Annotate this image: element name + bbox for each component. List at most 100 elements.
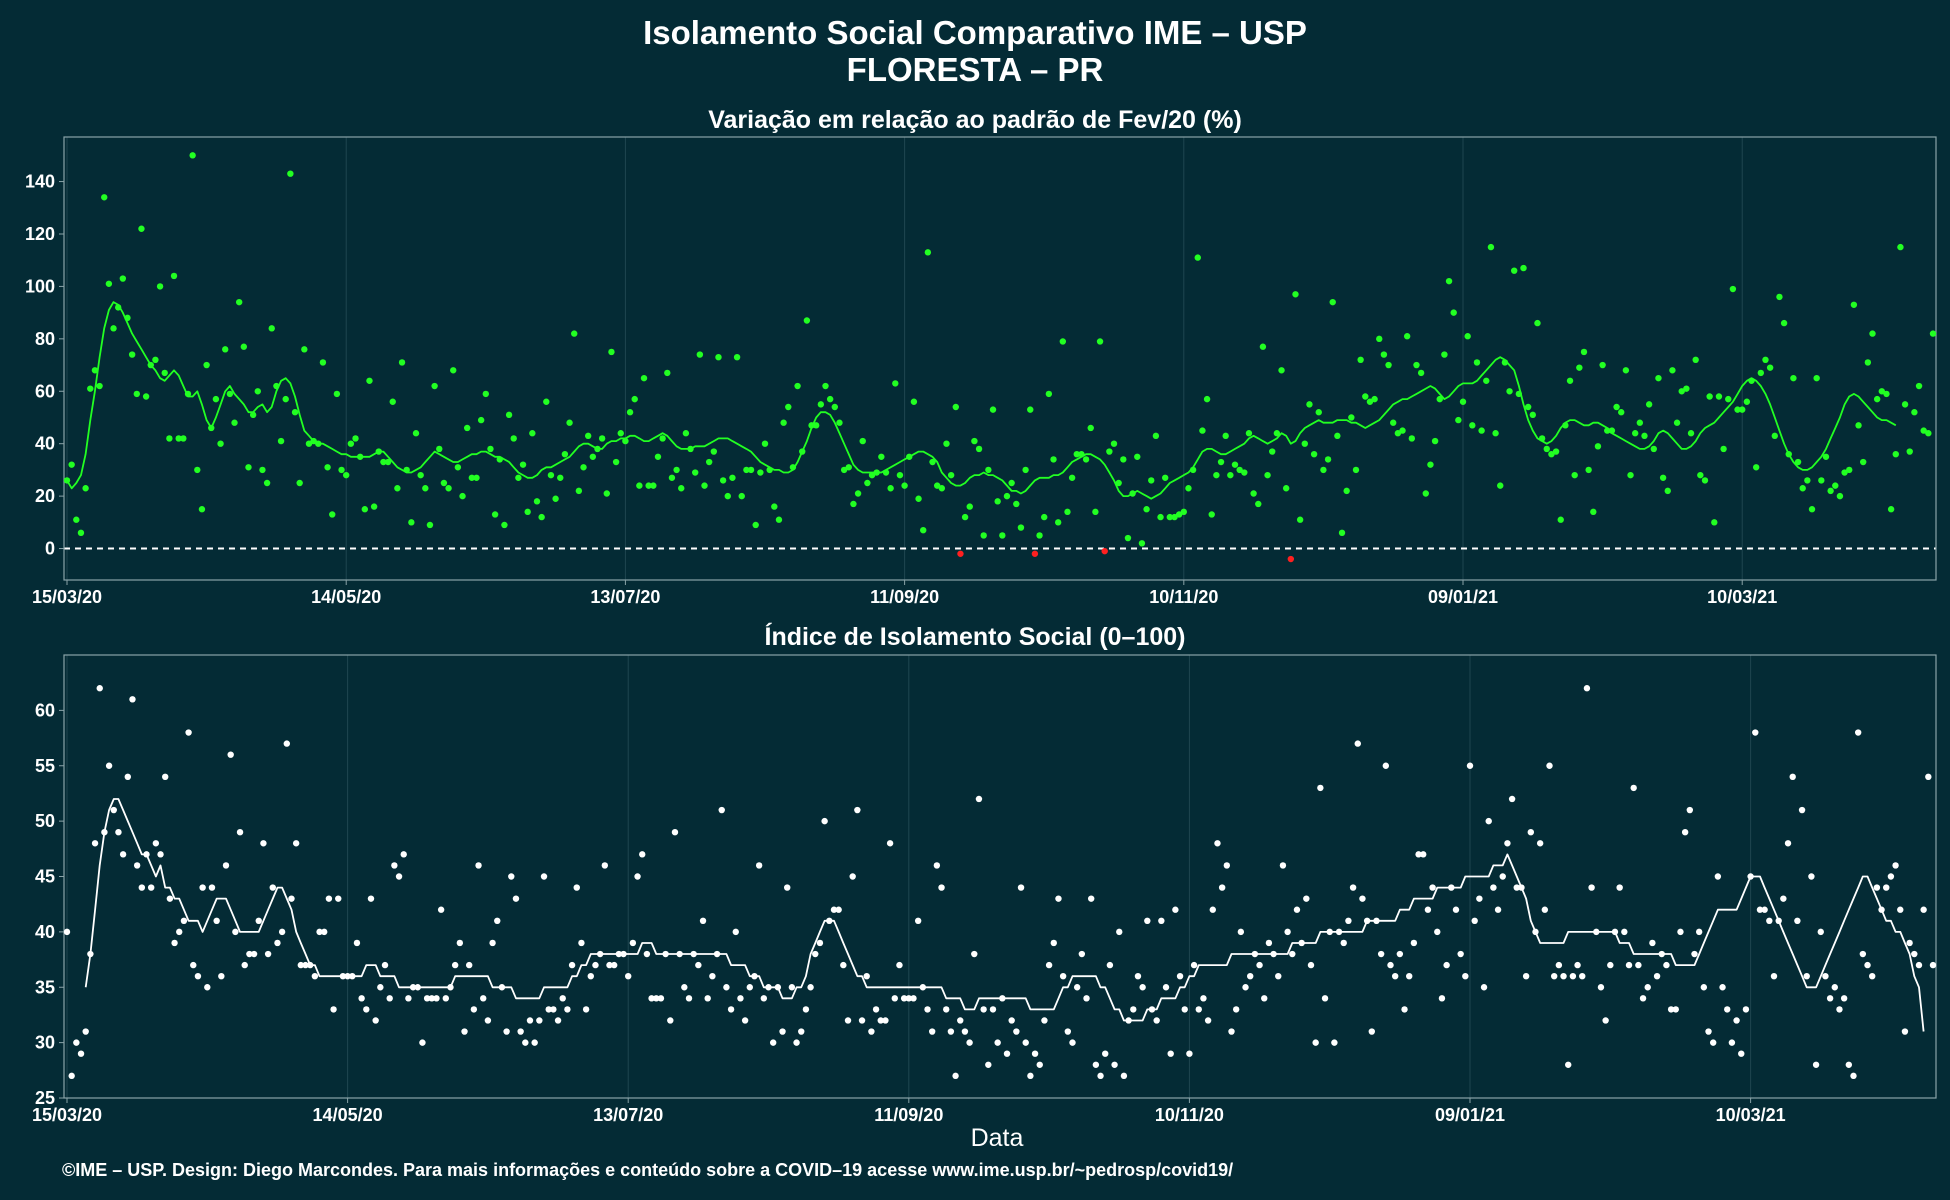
data-point bbox=[391, 862, 398, 869]
data-point bbox=[915, 495, 922, 502]
data-point bbox=[719, 477, 727, 484]
data-point bbox=[110, 325, 117, 332]
data-point bbox=[1116, 928, 1123, 936]
data-point bbox=[1208, 511, 1215, 518]
data-point bbox=[961, 513, 969, 521]
data-point bbox=[571, 330, 578, 337]
data-point bbox=[831, 403, 839, 411]
data-point bbox=[718, 806, 725, 814]
data-point bbox=[166, 435, 173, 442]
data-point bbox=[1762, 356, 1769, 364]
data-point bbox=[417, 471, 424, 479]
data-point bbox=[1478, 427, 1485, 434]
data-point bbox=[985, 466, 992, 474]
data-point bbox=[664, 369, 671, 377]
data-point bbox=[459, 492, 466, 500]
data-point bbox=[352, 435, 359, 442]
data-point bbox=[696, 351, 704, 358]
data-point bbox=[180, 435, 187, 442]
data-point bbox=[1041, 513, 1048, 521]
data-point bbox=[1803, 972, 1810, 980]
data-point bbox=[798, 1028, 805, 1035]
data-point bbox=[1622, 367, 1630, 374]
data-point bbox=[1153, 1017, 1160, 1024]
data-point bbox=[1794, 917, 1801, 924]
data-point bbox=[1625, 961, 1633, 969]
data-point bbox=[1566, 377, 1574, 384]
data-point bbox=[250, 950, 258, 958]
data-point bbox=[1850, 301, 1858, 308]
data-point bbox=[91, 367, 99, 374]
data-point bbox=[1743, 398, 1751, 405]
data-point bbox=[1166, 513, 1174, 521]
data-point bbox=[943, 1006, 950, 1013]
data-point bbox=[1522, 972, 1530, 980]
data-point bbox=[119, 275, 127, 282]
data-point bbox=[1106, 961, 1114, 969]
data-point bbox=[1199, 427, 1206, 434]
data-point bbox=[297, 961, 305, 969]
data-point bbox=[515, 474, 522, 481]
data-point bbox=[1813, 374, 1820, 382]
data-point bbox=[1320, 466, 1327, 474]
data-point bbox=[510, 435, 517, 442]
data-point bbox=[872, 1006, 880, 1013]
data-point bbox=[608, 348, 615, 356]
data-point bbox=[1878, 388, 1886, 395]
data-point bbox=[1683, 385, 1690, 392]
data-point bbox=[292, 840, 300, 847]
data-point bbox=[994, 498, 1001, 505]
data-point bbox=[1667, 1006, 1675, 1013]
data-point bbox=[1222, 432, 1229, 440]
data-point bbox=[850, 500, 857, 508]
data-point bbox=[1366, 398, 1374, 405]
data-point bbox=[1920, 906, 1927, 913]
data-point bbox=[1476, 895, 1483, 902]
data-point bbox=[650, 482, 657, 489]
data-point bbox=[994, 1039, 1001, 1046]
data-point bbox=[1541, 906, 1549, 913]
x-tick-label: 14/05/20 bbox=[313, 1105, 383, 1125]
data-point bbox=[278, 928, 286, 936]
data-point bbox=[1092, 1061, 1100, 1068]
data-point bbox=[771, 503, 778, 510]
data-point bbox=[1455, 416, 1462, 424]
data-point bbox=[101, 194, 108, 201]
data-point bbox=[1714, 873, 1722, 880]
data-point bbox=[975, 445, 983, 453]
data-point bbox=[1376, 335, 1383, 343]
data-point bbox=[1296, 516, 1304, 523]
data-point bbox=[1301, 440, 1308, 447]
data-point bbox=[1734, 406, 1741, 413]
data-point bbox=[501, 521, 508, 529]
data-point bbox=[1784, 840, 1792, 847]
data-point bbox=[1022, 466, 1029, 474]
data-point bbox=[1822, 453, 1830, 460]
data-point bbox=[1494, 906, 1502, 913]
data-point bbox=[645, 482, 652, 489]
data-point bbox=[947, 1028, 955, 1035]
data-point bbox=[319, 359, 327, 366]
data-point bbox=[1739, 406, 1746, 413]
data-point bbox=[461, 1028, 468, 1035]
data-point bbox=[465, 961, 473, 969]
data-point bbox=[129, 696, 136, 703]
data-point bbox=[1906, 448, 1913, 455]
data-point bbox=[971, 950, 978, 958]
data-point bbox=[550, 1006, 557, 1013]
data-point bbox=[634, 873, 641, 880]
data-point bbox=[1097, 1072, 1104, 1080]
data-point bbox=[1766, 917, 1773, 924]
data-point bbox=[668, 474, 676, 481]
data-point bbox=[1195, 1006, 1202, 1013]
data-point bbox=[249, 411, 257, 419]
data-point bbox=[1273, 430, 1281, 437]
data-point bbox=[858, 1017, 866, 1024]
data-point bbox=[877, 1017, 884, 1024]
data-point bbox=[1883, 390, 1890, 398]
data-point bbox=[1167, 1050, 1174, 1057]
data-point bbox=[1485, 817, 1492, 825]
data-point bbox=[1546, 762, 1553, 769]
data-point bbox=[816, 939, 824, 947]
